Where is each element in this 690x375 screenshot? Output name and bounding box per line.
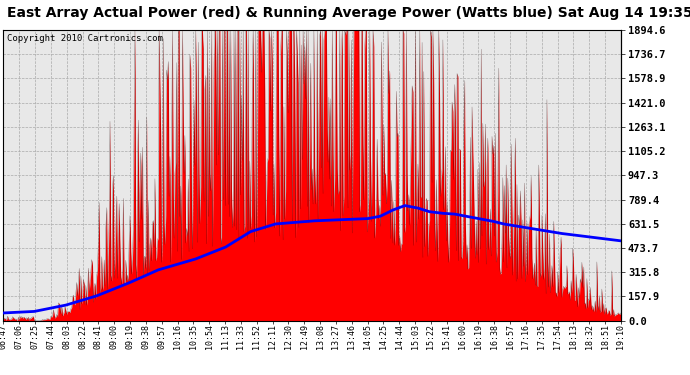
Text: Copyright 2010 Cartronics.com: Copyright 2010 Cartronics.com <box>6 34 162 44</box>
Text: East Array Actual Power (red) & Running Average Power (Watts blue) Sat Aug 14 19: East Array Actual Power (red) & Running … <box>7 6 690 20</box>
